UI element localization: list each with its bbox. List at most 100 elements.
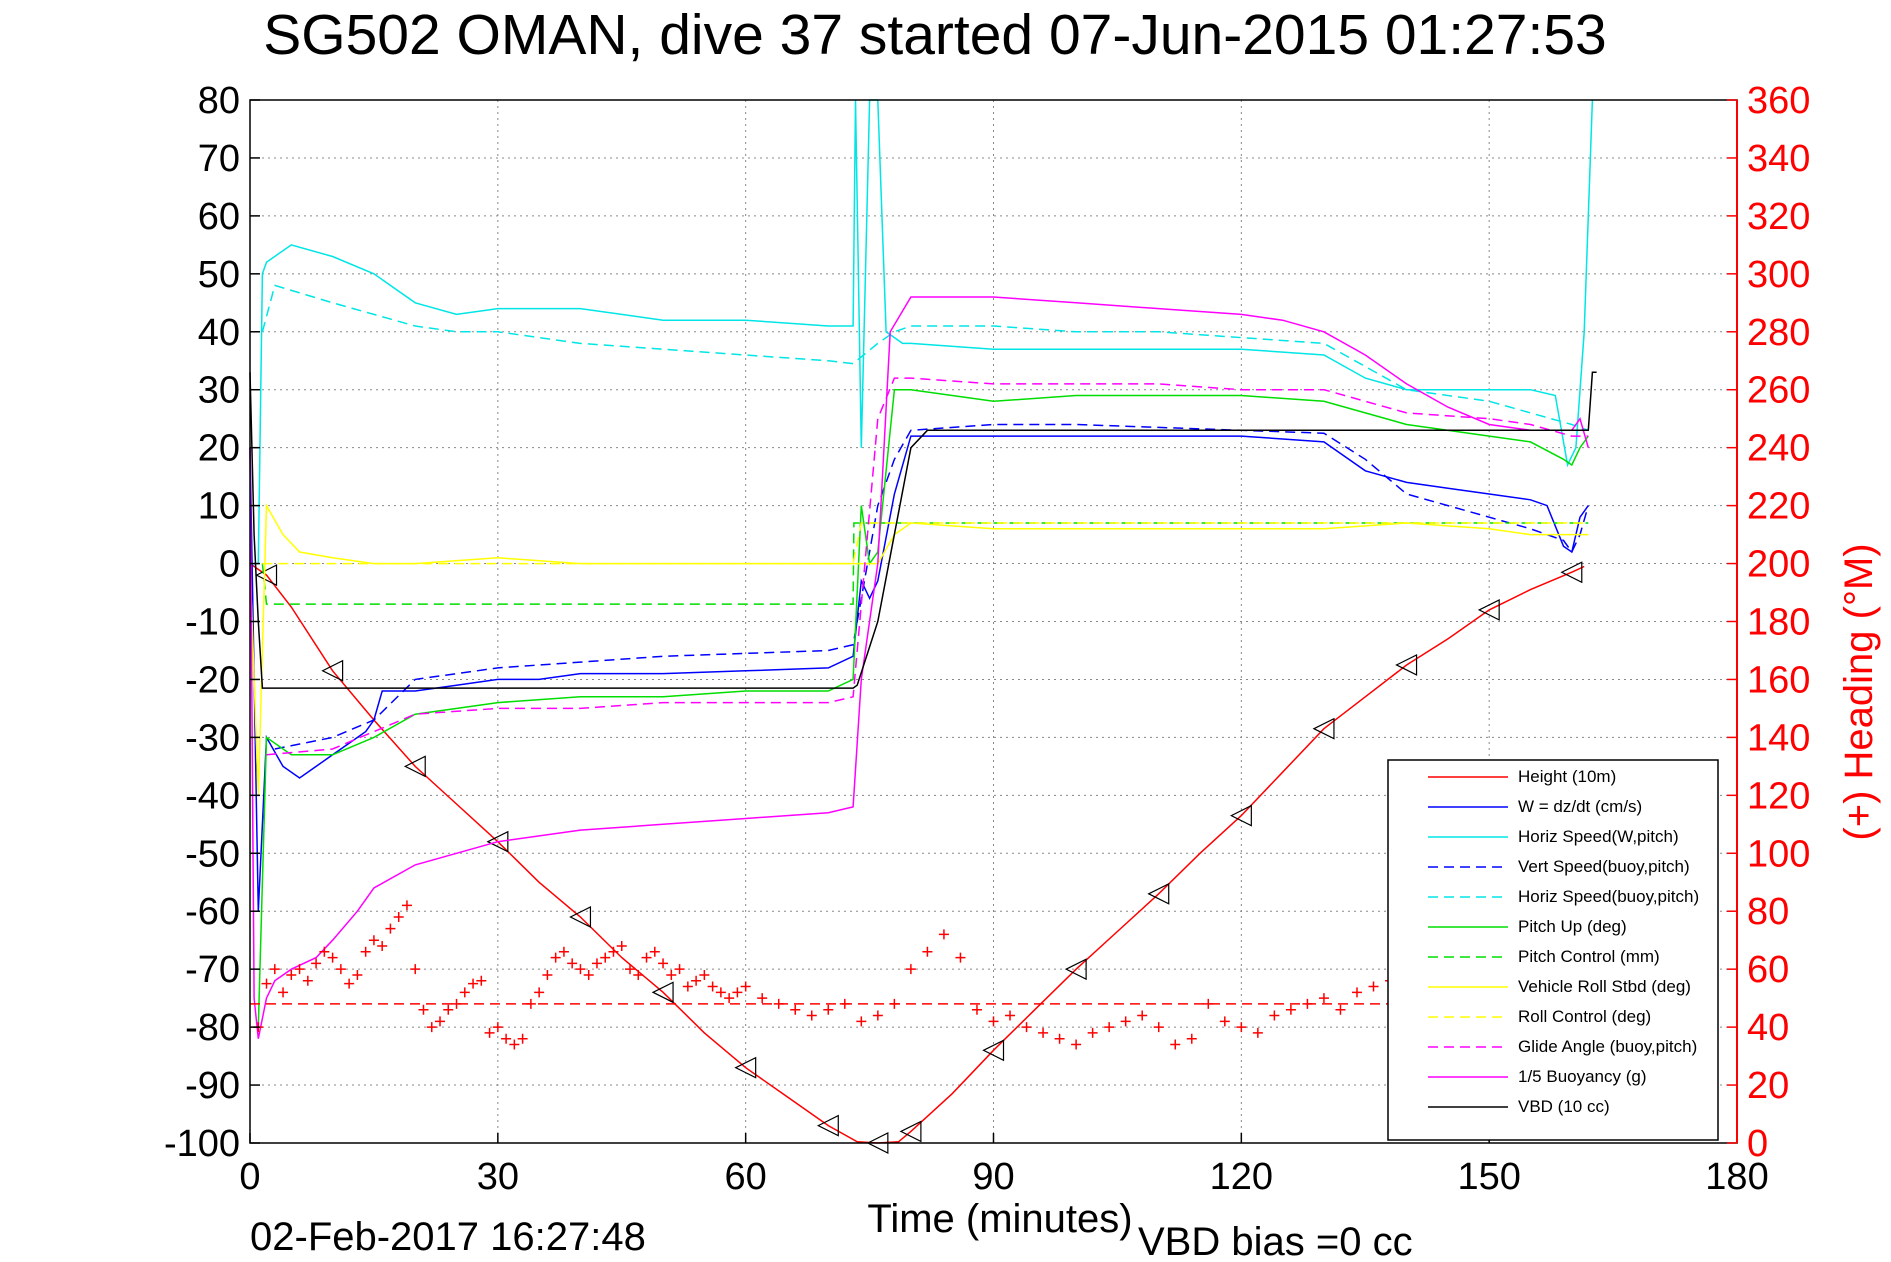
heading-point xyxy=(311,958,322,969)
height-marker xyxy=(899,1120,922,1143)
y-tick-label: 50 xyxy=(198,254,240,296)
height-marker xyxy=(734,1056,757,1079)
heading-point xyxy=(1054,1033,1065,1044)
y-right-tick-label: 40 xyxy=(1747,1007,1789,1049)
height-marker xyxy=(1229,804,1252,827)
heading-point xyxy=(435,1016,446,1027)
heading-point xyxy=(674,964,685,975)
heading-point xyxy=(1104,1022,1115,1033)
heading-point xyxy=(757,993,768,1004)
heading-point xyxy=(591,958,602,969)
heading-point xyxy=(468,978,479,989)
y-tick-label: -100 xyxy=(164,1123,240,1165)
heading-point xyxy=(1120,1016,1131,1027)
heading-point xyxy=(1368,981,1379,992)
legend-label: Pitch Control (mm) xyxy=(1518,947,1660,966)
series-vert-speed-buoy-pitch xyxy=(274,423,1590,750)
y-right-tick-label: 300 xyxy=(1747,254,1810,296)
y-axis-left: -100-90-80-70-60-50-40-30-20-10010203040… xyxy=(164,80,260,1165)
x-tick-label: 60 xyxy=(725,1156,767,1198)
y-right-tick-label: 200 xyxy=(1747,544,1810,586)
y-tick-label: -40 xyxy=(185,775,240,817)
y-tick-label: 10 xyxy=(198,486,240,528)
heading-point xyxy=(938,929,949,940)
series-line xyxy=(274,423,1590,750)
heading-point xyxy=(360,946,371,957)
heading-point xyxy=(1269,1010,1280,1021)
heading-point xyxy=(1005,1010,1016,1021)
x-tick-label: 150 xyxy=(1457,1156,1520,1198)
heading-point xyxy=(971,1004,982,1015)
series-1-5-buoyancy-g xyxy=(249,296,1590,1039)
y-right-tick-label: 280 xyxy=(1747,312,1810,354)
heading-point xyxy=(1351,987,1362,998)
series-vbd-10-cc xyxy=(249,371,1597,689)
y-tick-label: -80 xyxy=(185,1007,240,1049)
y-right-tick-label: 100 xyxy=(1747,833,1810,875)
y-right-tick-label: 0 xyxy=(1747,1123,1768,1165)
heading-point xyxy=(740,981,751,992)
x-tick-label: 120 xyxy=(1210,1156,1273,1198)
heading-point xyxy=(1021,1022,1032,1033)
height-marker xyxy=(1064,958,1087,981)
heading-point xyxy=(278,987,289,998)
x-axis: 0 30 60 90 120 150 180 xyxy=(239,1133,1769,1198)
heading-point xyxy=(393,912,404,923)
y-right-tick-label: 60 xyxy=(1747,949,1789,991)
heading-point xyxy=(377,940,388,951)
y-tick-label: 0 xyxy=(219,544,240,586)
series-height-10m xyxy=(249,561,1585,1154)
y-tick-label: 60 xyxy=(198,196,240,238)
heading-point xyxy=(1038,1027,1049,1038)
y-right-tick-label: 160 xyxy=(1747,659,1810,701)
heading-point xyxy=(269,964,280,975)
height-marker xyxy=(816,1114,839,1137)
y-tick-label: 30 xyxy=(198,370,240,412)
heading-point xyxy=(550,952,561,963)
heading-point xyxy=(261,978,272,989)
heading-point xyxy=(335,964,346,975)
y-axis-right-label: (+) Heading (°M) xyxy=(1837,543,1881,840)
height-marker xyxy=(651,981,674,1004)
heading-point xyxy=(344,978,355,989)
y-tick-label: 20 xyxy=(198,428,240,470)
heading-point xyxy=(476,975,487,986)
y-tick-label: -10 xyxy=(185,602,240,644)
heading-point xyxy=(567,958,578,969)
heading-point xyxy=(583,969,594,980)
y-right-tick-label: 180 xyxy=(1747,602,1810,644)
series-glide-angle-buoy-pitch xyxy=(266,377,1589,756)
y-right-tick-label: 140 xyxy=(1747,717,1810,759)
heading-point xyxy=(641,952,652,963)
heading-point xyxy=(426,1022,437,1033)
height-marker xyxy=(486,830,509,853)
height-marker xyxy=(255,564,278,587)
heading-point xyxy=(715,987,726,998)
height-marker xyxy=(1395,653,1418,676)
heading-point xyxy=(418,1004,429,1015)
y-right-tick-label: 240 xyxy=(1747,428,1810,470)
heading-point xyxy=(501,1033,512,1044)
series-line xyxy=(261,284,1589,432)
legend-label: Glide Angle (buoy,pitch) xyxy=(1518,1037,1697,1056)
heading-point xyxy=(724,993,735,1004)
height-marker xyxy=(1312,717,1335,740)
heading-point xyxy=(517,1033,528,1044)
heading-point xyxy=(823,1004,834,1015)
heading-point xyxy=(484,1027,495,1038)
heading-point xyxy=(1219,1016,1230,1027)
y-right-tick-label: 220 xyxy=(1747,486,1810,528)
heading-point xyxy=(666,969,677,980)
legend: Height (10m) W = dz/dt (cm/s) Horiz Speed(… xyxy=(1387,759,1719,1141)
height-marker xyxy=(569,906,592,928)
heading-point xyxy=(699,969,710,980)
height-marker xyxy=(1560,561,1583,584)
heading-point xyxy=(1153,1022,1164,1033)
height-marker xyxy=(1147,882,1170,905)
heading-point xyxy=(302,975,313,986)
heading-point xyxy=(1137,1010,1148,1021)
y-tick-label: 70 xyxy=(198,138,240,180)
series-line xyxy=(249,562,1585,1144)
heading-point xyxy=(649,946,660,957)
